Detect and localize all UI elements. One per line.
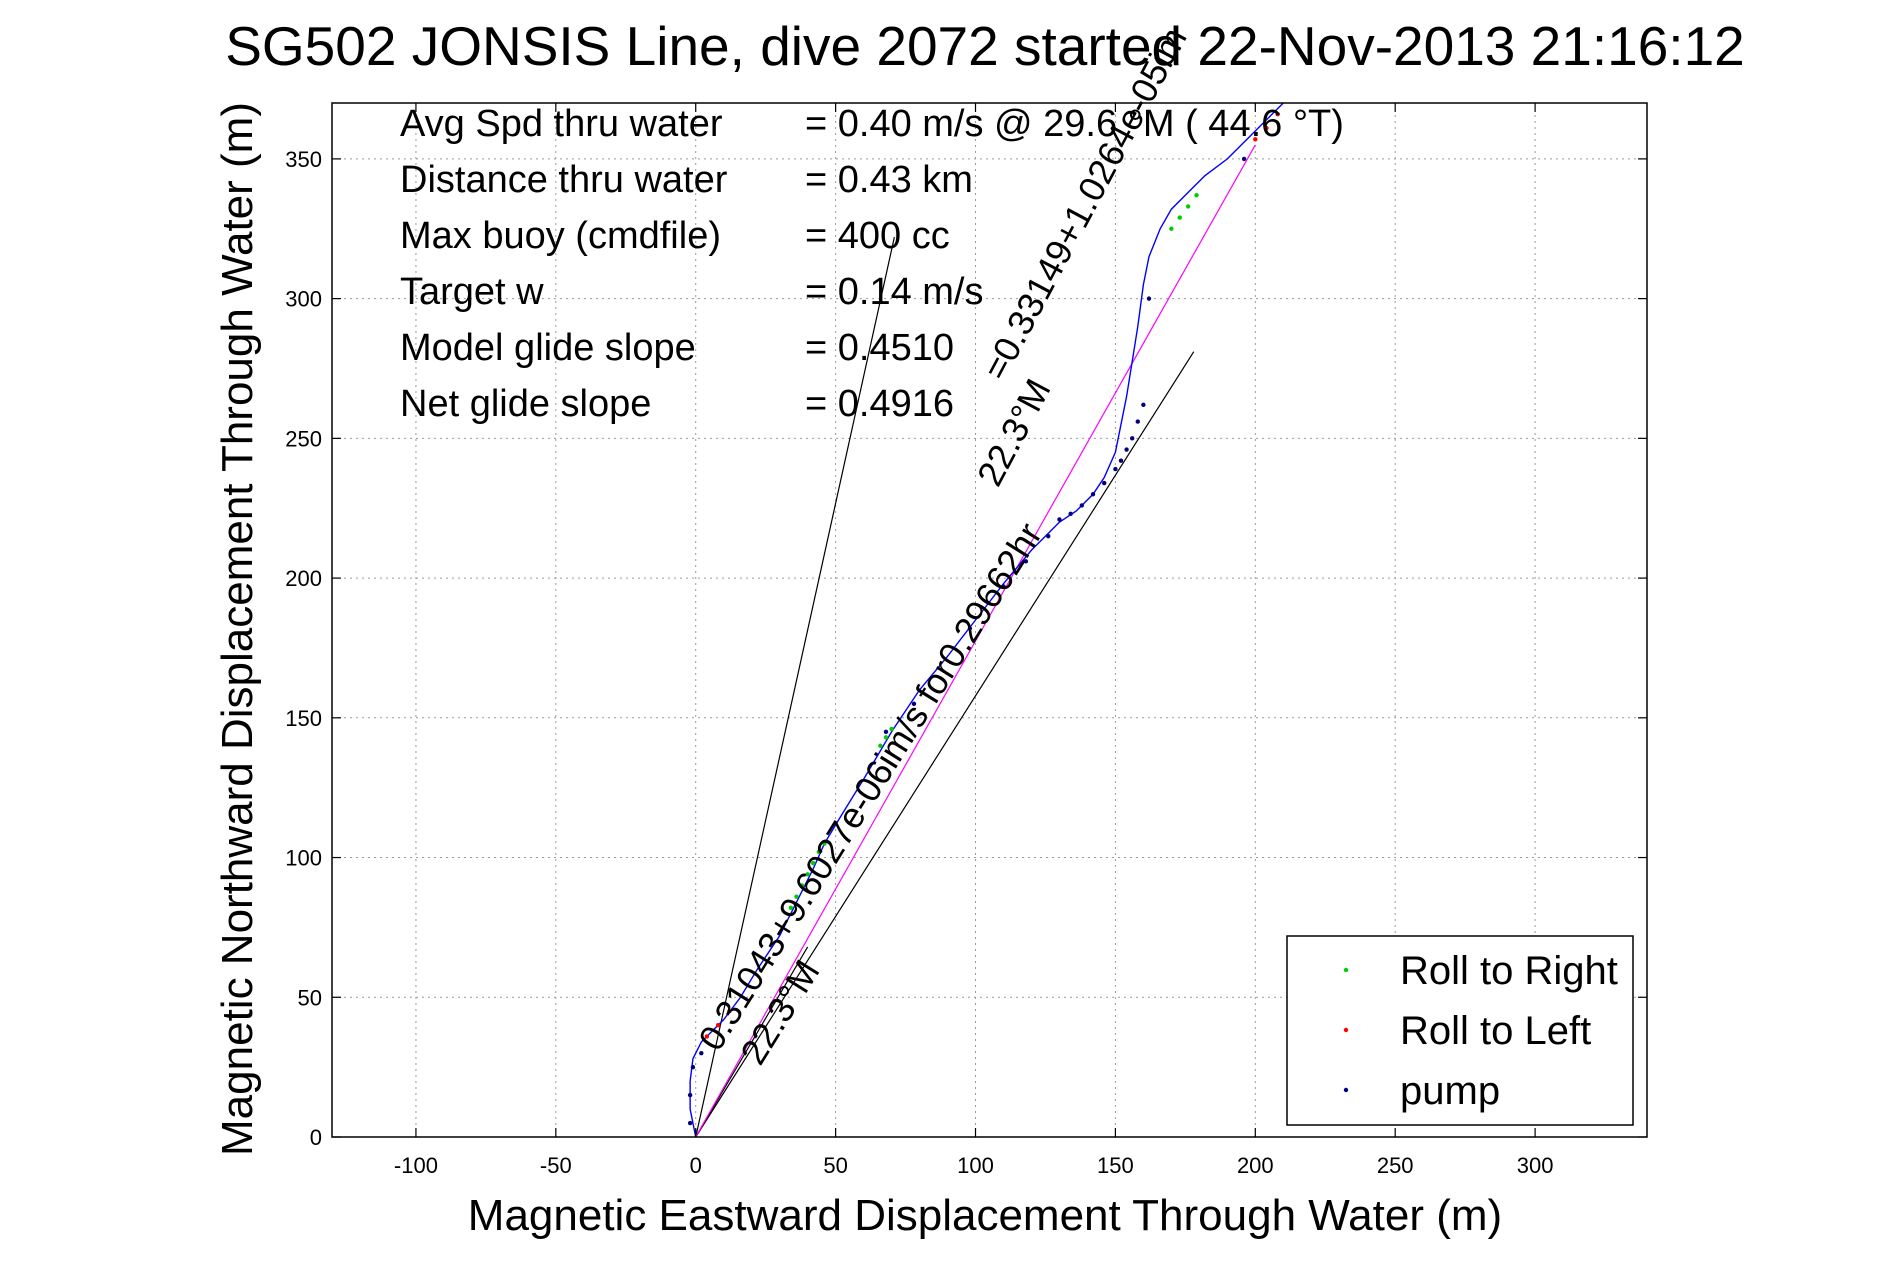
pump-point xyxy=(1118,458,1124,463)
y-tick-label: 100 xyxy=(285,846,322,871)
y-tick-label: 300 xyxy=(285,287,322,312)
stat-label: Avg Spd thru water xyxy=(400,103,723,145)
stats-block: Avg Spd thru water = 0.40 m/s @ 29.6 °M (… xyxy=(400,103,1344,425)
pump-point xyxy=(699,1050,704,1056)
pump-point xyxy=(1124,447,1129,452)
y-tick-label: 50 xyxy=(298,985,322,1010)
legend-label: Roll to Right xyxy=(1400,949,1618,993)
pump-point xyxy=(1146,296,1152,301)
y-tick-label: 0 xyxy=(310,1125,322,1150)
roll-right-point xyxy=(1194,193,1199,198)
roll-left-point xyxy=(1253,137,1258,142)
current-line-2 xyxy=(695,351,1195,1138)
pump-point xyxy=(1113,466,1118,472)
roll-right-point xyxy=(816,849,822,855)
pump-point xyxy=(1141,402,1146,408)
x-tick-label: 200 xyxy=(1237,1153,1274,1178)
roll-right-point xyxy=(794,894,799,899)
plot-frame xyxy=(331,102,1648,1138)
roll-right-point xyxy=(1169,226,1174,231)
x-axis-title: Magnetic Eastward Displacement Through W… xyxy=(468,1191,1502,1240)
roll-right-point xyxy=(822,841,827,846)
x-tick-label: -50 xyxy=(540,1153,572,1178)
pump-point xyxy=(1241,156,1247,162)
x-tick-label: 50 xyxy=(823,1153,847,1178)
pump-point xyxy=(1001,584,1006,589)
x-tick-label: -100 xyxy=(394,1153,438,1178)
pump-point xyxy=(1068,511,1073,517)
pump-point xyxy=(1057,517,1062,522)
pump-point xyxy=(1023,559,1029,564)
current-line-1 xyxy=(695,946,809,1138)
roll-left-point xyxy=(1275,111,1280,117)
x-tick-label: 250 xyxy=(1377,1153,1414,1178)
roll-right-point xyxy=(1177,215,1182,220)
net-course-line xyxy=(695,237,895,1138)
roll-right-point xyxy=(883,735,889,740)
stat-value: = 0.14 m/s xyxy=(805,271,983,313)
stat-label: Distance thru water xyxy=(400,159,728,201)
roll-left-point xyxy=(715,1023,721,1028)
legend-marker xyxy=(1343,967,1349,973)
pump-point xyxy=(1135,419,1140,424)
pump-point xyxy=(1090,492,1096,497)
pump-point xyxy=(967,626,973,631)
pump-point xyxy=(1102,480,1107,486)
stat-label: Target w xyxy=(400,271,544,313)
pump-point xyxy=(1129,436,1135,441)
legend-marker xyxy=(1343,1027,1349,1033)
roll-left-point xyxy=(1264,125,1269,131)
model-slope-line xyxy=(695,144,1256,1138)
roll-right-point xyxy=(805,872,810,877)
legend-label: pump xyxy=(1400,1069,1500,1113)
roll-right-point xyxy=(1185,204,1191,209)
legend-label: Roll to Left xyxy=(1400,1009,1591,1053)
roll-right-point xyxy=(811,860,816,866)
legend-items: Roll to Right Roll to Left pump xyxy=(1343,949,1618,1113)
stat-label: Net glide slope xyxy=(400,383,651,425)
ticks: -100 -50 0 50 100 150 200 250 300 0 50 100 150 200 250… xyxy=(285,103,1647,1178)
legend-marker xyxy=(1343,1087,1349,1093)
pump-point xyxy=(687,1120,693,1126)
x-tick-label: 100 xyxy=(957,1153,994,1178)
track-line xyxy=(689,102,1284,1138)
pump-point xyxy=(690,1064,696,1070)
y-tick-label: 350 xyxy=(285,147,322,172)
chart-title: SG502 JONSIS Line, dive 2072 started 22-… xyxy=(225,15,1745,77)
x-tick-label: 0 xyxy=(690,1153,702,1178)
x-tick-label: 150 xyxy=(1097,1153,1134,1178)
y-axis-title: Magnetic Northward Displacement Through … xyxy=(213,102,262,1156)
legend: Roll to Right Roll to Left pump xyxy=(1286,935,1634,1126)
x-tick-label: 300 xyxy=(1517,1153,1554,1178)
pump-point xyxy=(687,1092,693,1098)
series-layer xyxy=(687,102,1284,1138)
pump-point xyxy=(1079,503,1085,508)
stat-value: = 0.40 m/s @ 29.6 °M ( 44.6 °T) xyxy=(805,103,1344,145)
y-tick-label: 200 xyxy=(285,566,322,591)
roll-left-point xyxy=(727,1009,732,1014)
y-tick-label: 150 xyxy=(285,706,322,731)
roll-right-point xyxy=(799,883,805,888)
pump-point xyxy=(911,701,917,707)
stat-value: = 400 cc xyxy=(805,215,950,257)
pump-point xyxy=(883,729,889,734)
roll-right-point xyxy=(889,726,894,732)
roll-right-point xyxy=(788,905,794,911)
roll-left-point xyxy=(704,1034,710,1039)
stat-value: = 0.43 km xyxy=(805,159,973,201)
y-tick-label: 250 xyxy=(285,426,322,451)
stat-value: = 0.4510 xyxy=(805,327,954,369)
stat-label: Model glide slope xyxy=(400,327,696,369)
roll-right-point xyxy=(878,743,883,748)
stat-label: Max buoy (cmdfile) xyxy=(400,215,721,257)
pump-point xyxy=(1046,533,1051,539)
stat-value: = 0.4916 xyxy=(805,383,954,425)
